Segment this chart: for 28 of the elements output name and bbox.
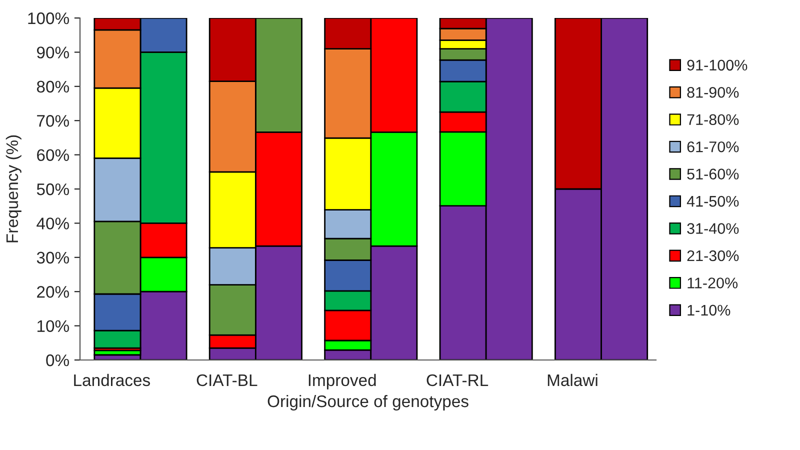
y-tick-label: 30% (36, 252, 69, 264)
y-tick-label: 10% (37, 320, 69, 332)
y-tick-label: 70% (37, 115, 69, 127)
legend-label: 1-10% (688, 304, 730, 316)
legend-label: 41-50% (686, 196, 739, 207)
legend-label: 21-30% (687, 250, 739, 262)
x-axis-title: Origin/Source of genotypes (268, 394, 468, 411)
legend-label: 51-60% (687, 168, 739, 180)
legend-label: 31-40% (687, 223, 739, 234)
x-tick-label: CIAT-BL (196, 374, 258, 386)
y-tick-label: 80% (36, 80, 69, 93)
y-tick-label: 40% (36, 218, 69, 230)
legend-label: 81-90% (687, 86, 739, 98)
legend-label: 11-20% (688, 278, 738, 288)
legend-label: 61-70% (687, 141, 739, 152)
y-tick-label: 50% (36, 183, 69, 196)
legend-label: 71-80% (687, 114, 739, 126)
y-axis-title: Frequency (%) (6, 135, 22, 242)
y-tick-label: 90% (37, 46, 69, 58)
x-tick-label: CIAT-RL (426, 374, 488, 386)
x-tick-label: Malawi (548, 374, 598, 386)
x-tick-label: Landraces (74, 374, 150, 386)
legend-label: 91-100% (687, 60, 748, 71)
y-tick-label: 0% (46, 354, 69, 366)
y-tick-label: 20% (37, 286, 69, 298)
x-tick-label: Improved (308, 374, 376, 390)
y-tick-label: 100% (28, 12, 69, 24)
y-tick-label: 60% (37, 149, 69, 162)
